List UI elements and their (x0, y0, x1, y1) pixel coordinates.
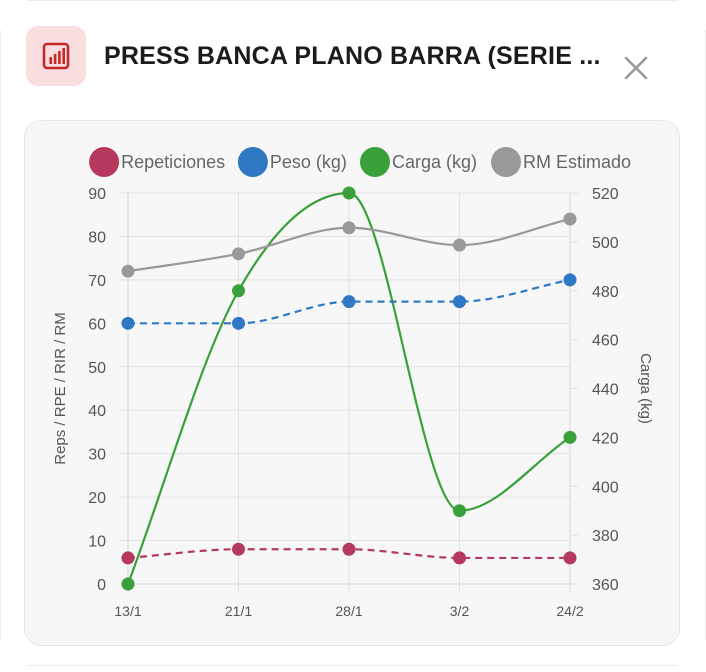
y-right-tick-label: 360 (592, 577, 619, 594)
y-right-tick-label: 460 (592, 333, 619, 350)
data-point-carga-kg (453, 504, 466, 518)
data-point-repeticiones (232, 542, 245, 556)
line-chart: 0 10 20 30 40 50 60 70 80 90 13/1 21/1 28/1 3/2 24/2 36… (52, 147, 654, 619)
data-point-repeticiones (342, 542, 356, 556)
legend-label: Repeticiones (121, 152, 225, 172)
series-line-peso-kg (127, 278, 571, 325)
y-right-tick-label: 380 (592, 528, 619, 545)
y-right-tick-label: 400 (592, 479, 619, 496)
data-point-repeticiones (121, 551, 135, 565)
x-tick-label: 21/1 (225, 603, 252, 619)
legend-label: Peso (kg) (270, 152, 347, 172)
data-point-peso-kg (232, 316, 245, 330)
y-left-tick-label: 90 (88, 186, 106, 203)
y-right-tick-label: 440 (592, 382, 619, 399)
data-point-carga-kg (342, 186, 356, 200)
data-point-peso-kg (563, 273, 577, 287)
x-tick-label: 13/1 (114, 603, 141, 619)
y-left-tick-label: 40 (88, 403, 106, 420)
modal-header: PRESS BANCA PLANO BARRA (SERIE ... (24, 22, 684, 92)
data-point-peso-kg (342, 295, 356, 309)
close-icon (624, 56, 648, 80)
data-point-carga-kg (121, 577, 135, 591)
data-point-rm-estimado (563, 212, 577, 226)
chart-card: 0 10 20 30 40 50 60 70 80 90 13/1 21/1 28/1 3/2 24/2 36… (24, 120, 680, 646)
legend-swatch (237, 147, 268, 177)
close-button[interactable] (620, 52, 652, 84)
data-point-rm-estimado (453, 238, 466, 252)
bottom-divider (28, 665, 678, 666)
y-left-axis-title: Reps / RPE / RIR / RM (52, 312, 69, 465)
y-left-tick-label: 30 (88, 447, 106, 464)
y-left-tick-label: 0 (97, 577, 106, 594)
top-divider (28, 0, 678, 1)
x-tick-label: 24/2 (556, 603, 583, 619)
data-point-carga-kg (563, 430, 577, 444)
y-left-tick-label: 70 (88, 273, 106, 290)
y-right-axis-title: Carga (kg) (637, 353, 654, 424)
y-right-tick-label: 420 (592, 430, 619, 447)
data-point-peso-kg (453, 295, 466, 309)
y-right-tick-label: 520 (592, 186, 619, 203)
data-point-peso-kg (121, 316, 135, 330)
y-right-tick-label: 500 (592, 235, 619, 252)
data-point-carga-kg (232, 284, 245, 298)
y-left-tick-label: 60 (88, 316, 106, 333)
data-point-repeticiones (453, 551, 466, 565)
left-border (0, 30, 1, 640)
data-point-repeticiones (563, 551, 577, 565)
data-point-rm-estimado (342, 221, 356, 235)
bar-chart-icon (26, 26, 86, 86)
legend-swatch (491, 147, 521, 177)
legend-swatch (360, 147, 390, 177)
modal-title: PRESS BANCA PLANO BARRA (SERIE ... (104, 42, 601, 70)
y-left-tick-label: 80 (88, 229, 106, 246)
x-tick-label: 3/2 (450, 603, 470, 619)
y-right-tick-label: 480 (592, 284, 619, 301)
legend-swatch (89, 147, 120, 177)
legend-label: Carga (kg) (392, 152, 477, 172)
legend-label: RM Estimado (523, 152, 631, 172)
data-point-rm-estimado (232, 247, 245, 261)
y-left-tick-label: 50 (88, 360, 106, 377)
y-left-tick-label: 20 (88, 490, 106, 507)
data-point-rm-estimado (121, 264, 135, 278)
x-tick-label: 28/1 (335, 603, 362, 619)
y-left-tick-label: 10 (88, 534, 106, 551)
